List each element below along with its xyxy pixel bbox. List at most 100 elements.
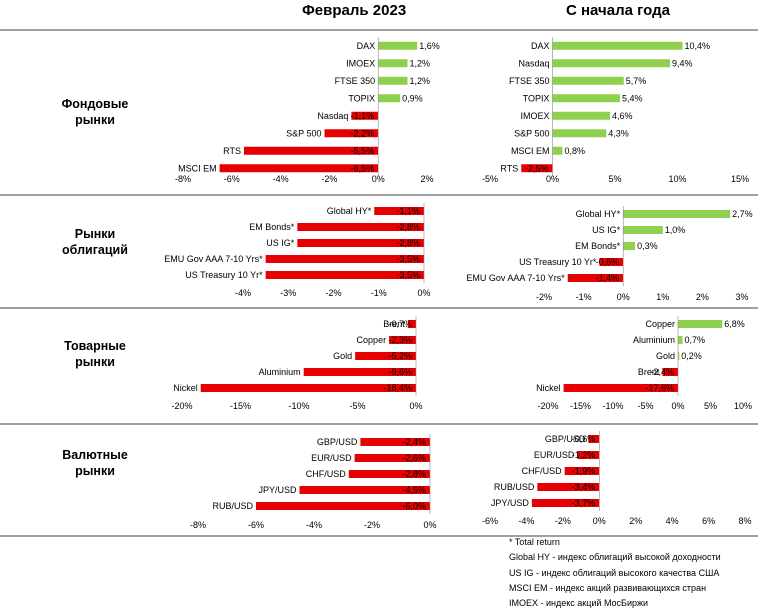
x-tick-label: -4% bbox=[306, 520, 322, 530]
bar bbox=[552, 76, 624, 85]
page-header-left: Февраль 2023 bbox=[302, 2, 407, 19]
category-label: EM Bonds* bbox=[575, 241, 621, 251]
data-label: 1,0% bbox=[665, 225, 686, 235]
data-label: 6,8% bbox=[724, 319, 745, 329]
data-label: 0,8% bbox=[565, 146, 586, 156]
bar bbox=[552, 94, 620, 103]
section-label-line: рынки bbox=[75, 355, 115, 369]
footnote-us-ig: US IG - индекс облигаций высокого качест… bbox=[509, 567, 720, 578]
bar bbox=[567, 274, 624, 282]
x-tick-label: 15% bbox=[731, 174, 749, 184]
footnote-total-return: * Total return bbox=[509, 537, 560, 547]
category-label: CHF/USD bbox=[522, 466, 562, 476]
category-label: EUR/USD bbox=[311, 453, 352, 463]
section-label-line: Рынки bbox=[74, 227, 116, 241]
data-label: -1,9% bbox=[572, 466, 596, 476]
bar bbox=[552, 146, 563, 155]
category-label: CHF/USD bbox=[306, 469, 346, 479]
data-label: -1,1% bbox=[351, 111, 375, 121]
x-tick-label: 8% bbox=[738, 516, 751, 526]
category-label: US IG* bbox=[266, 238, 295, 248]
data-label: 0,2% bbox=[681, 351, 702, 361]
bar bbox=[389, 336, 416, 344]
footnote-global-hy: Global HY - индекс облигаций высокой дох… bbox=[509, 552, 721, 563]
x-tick-label: 2% bbox=[629, 516, 642, 526]
bar bbox=[378, 94, 401, 103]
bar bbox=[563, 384, 678, 392]
data-label: -1,1% bbox=[396, 206, 420, 216]
bar bbox=[552, 129, 607, 138]
x-tick-label: -4% bbox=[235, 288, 251, 298]
category-label: GBP/USD bbox=[317, 437, 358, 447]
x-tick-label: -20% bbox=[537, 401, 558, 411]
x-tick-label: -15% bbox=[570, 401, 591, 411]
section-label-line: рынки bbox=[75, 113, 115, 127]
bar bbox=[360, 438, 430, 446]
bar bbox=[678, 336, 683, 344]
data-label: -3,5% bbox=[396, 254, 420, 264]
category-label: Aluminium bbox=[633, 335, 675, 345]
data-label: -5,5% bbox=[351, 146, 375, 156]
x-tick-label: -6% bbox=[482, 516, 498, 526]
category-label: DAX bbox=[357, 41, 376, 51]
data-label: -3,7% bbox=[572, 498, 596, 508]
category-label: Nasdaq bbox=[518, 58, 549, 68]
data-label: -2,8% bbox=[396, 222, 420, 232]
x-tick-label: 1% bbox=[656, 292, 669, 302]
category-label: EUR/USD bbox=[534, 450, 575, 460]
data-label: -9,6% bbox=[388, 367, 412, 377]
section-label-line: Фондовые bbox=[61, 97, 129, 111]
data-label: 0,9% bbox=[402, 93, 423, 103]
x-tick-label: 10% bbox=[734, 401, 752, 411]
section-label-line: рынки bbox=[75, 464, 115, 478]
x-tick-label: 0% bbox=[617, 292, 630, 302]
section-label-stocks: Фондовые рынки bbox=[40, 96, 150, 128]
data-label: -2,5% bbox=[525, 163, 549, 173]
category-label: RUB/USD bbox=[494, 482, 535, 492]
data-label: -2,4% bbox=[402, 437, 426, 447]
data-label: 0,7% bbox=[685, 335, 706, 345]
data-label: -2,2% bbox=[351, 128, 375, 138]
category-label: IMOEX bbox=[346, 58, 375, 68]
x-tick-label: 10% bbox=[668, 174, 686, 184]
data-label: 1,2% bbox=[409, 76, 430, 86]
data-label: 4,6% bbox=[612, 111, 633, 121]
category-label: RTS bbox=[223, 146, 241, 156]
footnote-imoex: IMOEX - индекс акций МосБиржи bbox=[509, 598, 649, 609]
x-tick-label: 0% bbox=[593, 516, 606, 526]
category-label: EM Bonds* bbox=[249, 222, 295, 232]
bar bbox=[588, 435, 600, 443]
data-label: -6,5% bbox=[351, 163, 375, 173]
section-label-line: облигаций bbox=[62, 243, 128, 257]
footnote-msci-em: MSCI EM - индекс акций развивающихся стр… bbox=[509, 582, 707, 593]
x-tick-label: -6% bbox=[224, 174, 240, 184]
bar bbox=[265, 255, 424, 263]
x-tick-label: -2% bbox=[555, 516, 571, 526]
category-label: US Treasury 10 Yr* bbox=[185, 270, 263, 280]
data-label: 9,4% bbox=[672, 58, 693, 68]
x-tick-label: -2% bbox=[364, 520, 380, 530]
category-label: FTSE 350 bbox=[335, 76, 376, 86]
bar bbox=[244, 146, 379, 155]
bar bbox=[378, 41, 418, 50]
bar bbox=[200, 384, 416, 392]
data-label: -2,6% bbox=[402, 453, 426, 463]
x-tick-label: 5% bbox=[704, 401, 717, 411]
page-header-right: С начала года bbox=[566, 2, 670, 19]
category-label: Gold bbox=[656, 351, 675, 361]
x-tick-label: -10% bbox=[602, 401, 623, 411]
data-label: 1,6% bbox=[419, 41, 440, 51]
data-label: -18,4% bbox=[383, 383, 412, 393]
bar bbox=[265, 271, 424, 279]
x-tick-label: -2% bbox=[321, 174, 337, 184]
x-tick-label: -6% bbox=[248, 520, 264, 530]
bar bbox=[552, 111, 610, 120]
data-label: -6,0% bbox=[402, 501, 426, 511]
bar bbox=[564, 467, 600, 475]
x-tick-label: -20% bbox=[171, 401, 192, 411]
bar bbox=[297, 239, 424, 247]
data-label: -3,5% bbox=[396, 270, 420, 280]
x-tick-label: -8% bbox=[175, 174, 191, 184]
category-label: MSCI EM bbox=[511, 146, 550, 156]
x-tick-label: 0% bbox=[417, 288, 430, 298]
